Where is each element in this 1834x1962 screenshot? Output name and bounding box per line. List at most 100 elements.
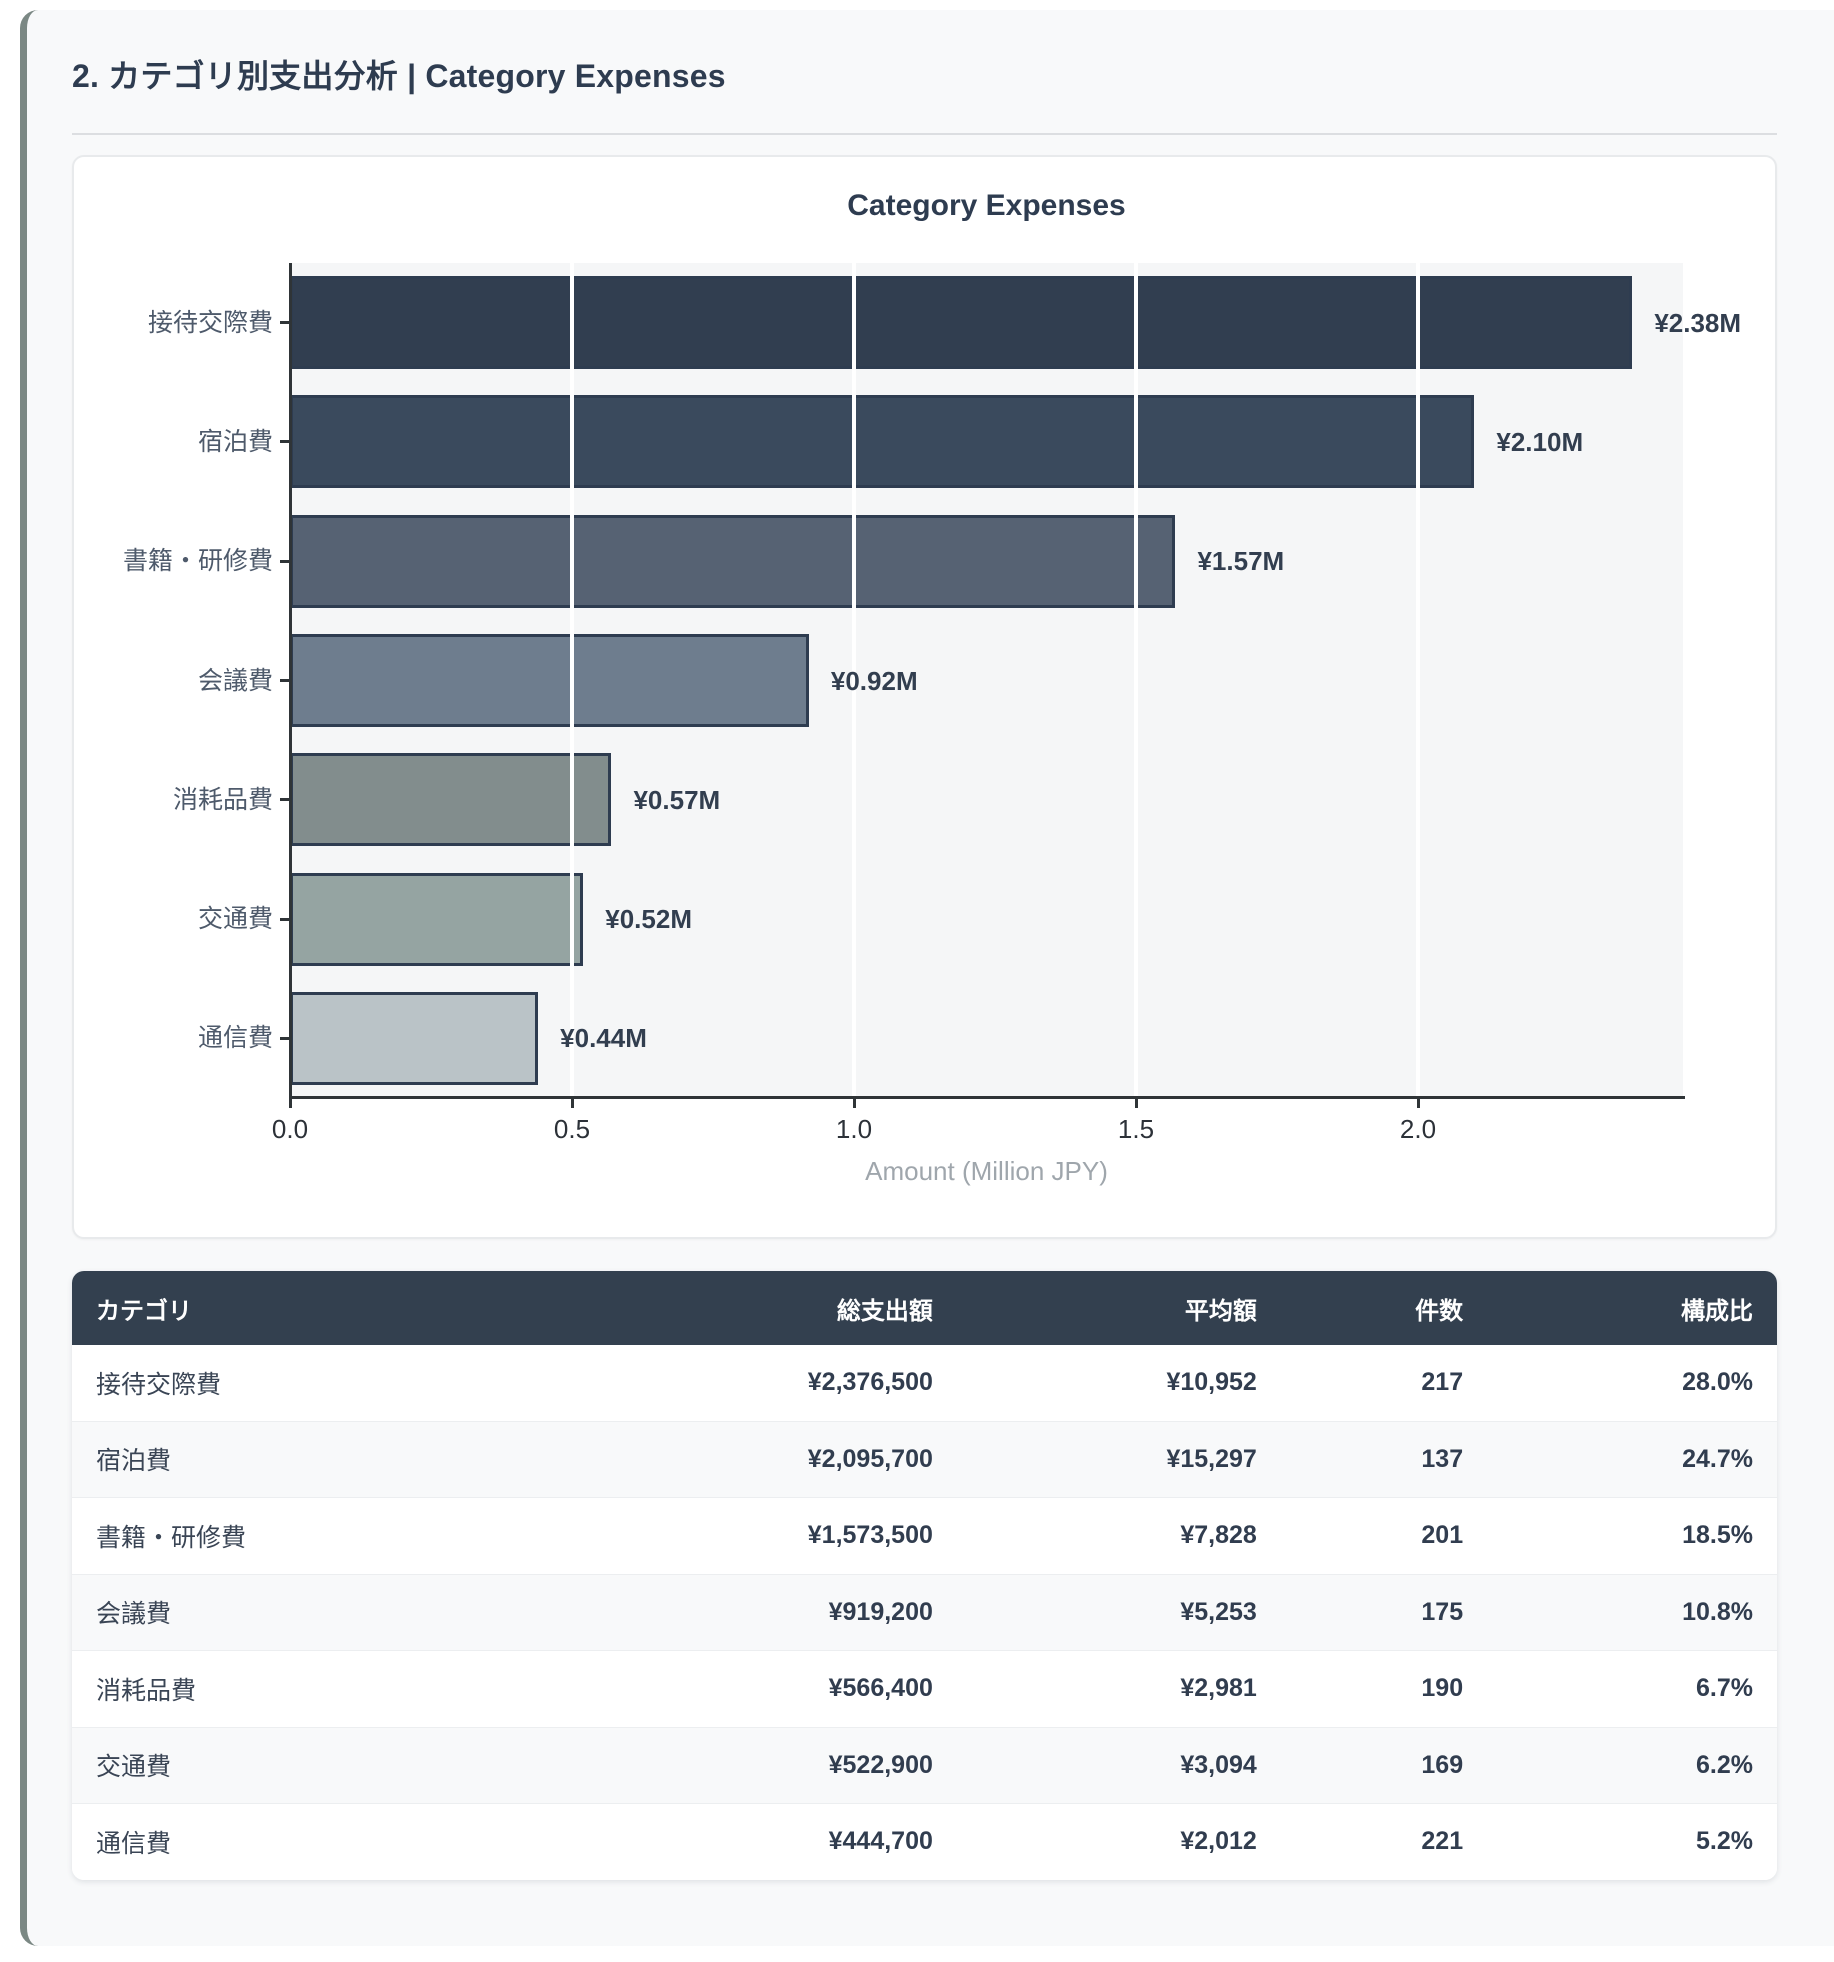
expense-table: カテゴリ 総支出額 平均額 件数 構成比 接待交際費 ¥2,376,500 ¥10,… <box>72 1271 1777 1880</box>
category-label: 宿泊費 <box>197 427 273 456</box>
table-cell-total: ¥2,376,500 <box>754 1345 957 1421</box>
y-axis-line <box>289 263 292 1100</box>
table-row: 接待交際費 ¥2,376,500 ¥10,952 217 28.0% <box>72 1345 1777 1421</box>
bar <box>290 753 612 847</box>
category-label: 消耗品費 <box>172 785 273 814</box>
table-cell-category: 接待交際費 <box>72 1345 754 1421</box>
table-cell-total: ¥919,200 <box>754 1573 957 1651</box>
col-header-average: 平均額 <box>956 1271 1281 1345</box>
table-cell-average: ¥15,297 <box>956 1420 1281 1498</box>
col-header-share: 構成比 <box>1487 1271 1777 1345</box>
x-axis-title: Amount (Million JPY) <box>865 1156 1108 1186</box>
y-axis-tick <box>280 321 290 325</box>
plot-area: Amount (Million JPY) 0.0 0.5 1.0 1.5 2.0 接待交際… <box>123 263 1741 1186</box>
table-row: 消耗品費 ¥566,400 ¥2,981 190 6.7% <box>72 1650 1777 1727</box>
report-content: 2. カテゴリ別支出分析 | Category Expenses Categor… <box>72 10 1777 1880</box>
gridline <box>852 263 856 1098</box>
page-title: 2. カテゴリ別支出分析 | Category Expenses <box>72 58 726 94</box>
category-label: 会議費 <box>197 666 273 695</box>
y-axis-tick <box>280 440 290 444</box>
col-header-category: カテゴリ <box>72 1271 754 1345</box>
table-cell-count: 190 <box>1280 1650 1488 1727</box>
col-header-total: 総支出額 <box>754 1271 957 1345</box>
table-cell-share: 18.5% <box>1487 1497 1777 1574</box>
table-cell-count: 201 <box>1280 1497 1488 1574</box>
table-cell-share: 6.2% <box>1487 1726 1777 1804</box>
gridline <box>1416 263 1420 1098</box>
table-cell-share: 6.7% <box>1487 1650 1777 1727</box>
y-axis-tick <box>280 559 290 563</box>
table-cell-average: ¥7,828 <box>956 1497 1281 1574</box>
table-cell-count: 137 <box>1280 1420 1488 1498</box>
table-cell-category: 宿泊費 <box>72 1420 754 1498</box>
table-row: 通信費 ¥444,700 ¥2,012 221 5.2% <box>72 1803 1777 1880</box>
x-tick-label: 1.5 <box>1117 1114 1155 1144</box>
x-axis-tick <box>852 1098 856 1108</box>
bar <box>290 395 1475 489</box>
x-axis-tick <box>1416 1098 1420 1108</box>
bar <box>290 514 1176 608</box>
chart-card: Category Expenses Amount (Million JPY) 0… <box>72 155 1777 1239</box>
bar-value-label: ¥1.57M <box>1197 546 1285 577</box>
bar <box>290 872 584 966</box>
table-row: 会議費 ¥919,200 ¥5,253 175 10.8% <box>72 1573 1777 1651</box>
x-axis-tick <box>288 1098 292 1108</box>
table-cell-total: ¥566,400 <box>754 1650 957 1727</box>
section-divider <box>72 133 1777 135</box>
gridline <box>570 263 574 1098</box>
bar-value-label: ¥0.57M <box>633 784 721 815</box>
table-cell-category: 通信費 <box>72 1803 754 1880</box>
table-cell-category: 書籍・研修費 <box>72 1497 754 1574</box>
table-cell-share: 28.0% <box>1487 1345 1777 1421</box>
x-tick-label: 1.0 <box>835 1114 873 1144</box>
table-cell-category: 消耗品費 <box>72 1650 754 1727</box>
table-cell-average: ¥2,012 <box>956 1803 1281 1880</box>
x-axis-tick <box>570 1098 574 1108</box>
bar-value-label: ¥0.92M <box>830 665 918 696</box>
table-cell-category: 交通費 <box>72 1726 754 1804</box>
table-cell-average: ¥5,253 <box>956 1573 1281 1651</box>
col-header-count: 件数 <box>1280 1271 1488 1345</box>
table-cell-share: 24.7% <box>1487 1420 1777 1498</box>
y-axis-tick <box>280 798 290 802</box>
table-cell-total: ¥1,573,500 <box>754 1497 957 1574</box>
table-cell-average: ¥3,094 <box>956 1726 1281 1804</box>
bar <box>290 276 1633 370</box>
bar-value-label: ¥0.52M <box>605 904 692 935</box>
x-tick-label: 0.5 <box>553 1114 591 1144</box>
x-tick-label: 0.0 <box>271 1114 309 1144</box>
bar-value-label: ¥2.10M <box>1496 426 1584 457</box>
table-cell-share: 5.2% <box>1487 1803 1777 1880</box>
table-row: 書籍・研修費 ¥1,573,500 ¥7,828 201 18.5% <box>72 1497 1777 1574</box>
report-card: 2. カテゴリ別支出分析 | Category Expenses Categor… <box>20 10 1834 1946</box>
table-cell-average: ¥2,981 <box>956 1650 1281 1727</box>
y-axis-tick <box>280 679 290 682</box>
table-cell-count: 175 <box>1280 1573 1488 1651</box>
x-axis-line <box>289 1096 1685 1099</box>
bar-value-label: ¥2.38M <box>1654 307 1742 338</box>
table-cell-count: 221 <box>1280 1803 1488 1880</box>
chart-title: Category Expenses <box>847 189 1126 222</box>
category-label: 書籍・研修費 <box>122 547 273 576</box>
table-cell-average: ¥10,952 <box>956 1345 1281 1421</box>
table-row: 宿泊費 ¥2,095,700 ¥15,297 137 24.7% <box>72 1420 1777 1498</box>
table-cell-count: 217 <box>1280 1345 1488 1421</box>
table-cell-total: ¥522,900 <box>754 1726 957 1804</box>
table-cell-category: 会議費 <box>72 1573 754 1651</box>
table-cell-total: ¥2,095,700 <box>754 1420 957 1498</box>
table-header-row: カテゴリ 総支出額 平均額 件数 構成比 <box>72 1271 1777 1345</box>
table-cell-count: 169 <box>1280 1726 1488 1804</box>
bar <box>290 634 809 727</box>
y-axis-tick <box>280 1036 290 1040</box>
x-axis-tick <box>1134 1098 1138 1108</box>
category-label: 接待交際費 <box>147 308 273 337</box>
category-label: 交通費 <box>197 905 273 934</box>
table-cell-total: ¥444,700 <box>754 1803 957 1880</box>
x-tick-label: 2.0 <box>1399 1114 1437 1144</box>
bar-value-label: ¥0.44M <box>560 1023 647 1054</box>
table-cell-share: 10.8% <box>1487 1573 1777 1651</box>
category-label: 通信費 <box>197 1024 273 1053</box>
gridline <box>1134 263 1138 1098</box>
table-row: 交通費 ¥522,900 ¥3,094 169 6.2% <box>72 1726 1777 1804</box>
y-axis-tick <box>280 917 290 921</box>
